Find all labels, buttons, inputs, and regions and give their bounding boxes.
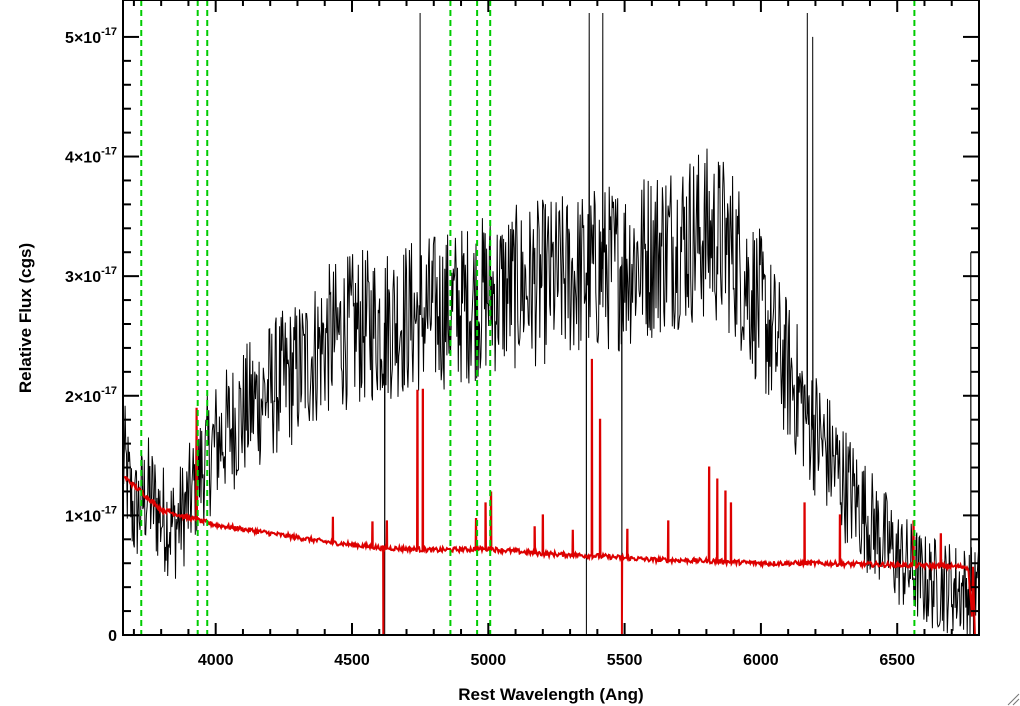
x-tick-label: 6500 — [879, 652, 915, 669]
x-tick-label: 5500 — [607, 652, 643, 669]
x-tick-label: 5000 — [471, 652, 507, 669]
y-tick-labels: 01×10-172×10-173×10-174×10-175×10-17 — [65, 26, 117, 645]
observed-spectrum-line — [123, 12, 979, 635]
axis-ticks — [123, 0, 980, 636]
y-tick-exponent: -17 — [101, 265, 117, 277]
y-tick-exponent: -17 — [101, 385, 117, 397]
y-axis-title: Relative Flux (cgs) — [16, 243, 35, 393]
y-tick-exponent: -17 — [101, 26, 117, 38]
reference-lines — [140, 0, 916, 635]
y-tick-label: 0 — [108, 628, 117, 645]
resize-grip-icon[interactable] — [1007, 693, 1020, 706]
data-layer — [123, 12, 979, 635]
plot-frame — [122, 0, 980, 636]
x-tick-label: 4500 — [334, 652, 370, 669]
x-tick-label: 4000 — [198, 652, 234, 669]
y-tick-exponent: -17 — [101, 146, 117, 158]
model-spectrum-line — [123, 358, 976, 635]
x-axis-title: Rest Wavelength (Ang) — [458, 685, 643, 704]
observed-spectrum-group — [123, 12, 979, 635]
y-tick-exponent: -17 — [101, 504, 117, 516]
x-tick-labels: 4000 4500 5000 5500 6000 6500 — [198, 652, 915, 669]
model-spectrum-group — [123, 358, 976, 635]
x-tick-label: 6000 — [743, 652, 779, 669]
